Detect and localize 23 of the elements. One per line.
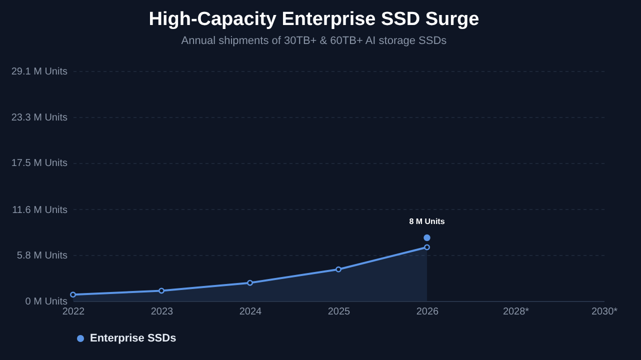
x-tick-label: 2022 bbox=[62, 306, 86, 318]
chart-title: High-Capacity Enterprise SSD Surge bbox=[148, 9, 480, 30]
legend-label: Enterprise SSDs bbox=[90, 332, 176, 344]
point bbox=[70, 292, 76, 298]
x-tick-label: 2024 bbox=[239, 306, 262, 318]
y-tick-label: 17.5 M Units bbox=[11, 158, 68, 170]
point bbox=[336, 266, 342, 272]
x-tick-label: 2026 bbox=[416, 306, 440, 318]
chart-subtitle: Annual shipments of 30TB+ & 60TB+ AI storage SSDs bbox=[181, 35, 448, 47]
y-tick-label: 23.3 M Units bbox=[11, 112, 68, 124]
y-tick-label: 11.6 M Units bbox=[12, 204, 68, 216]
y-tick-label: 0 M Units bbox=[25, 296, 68, 308]
point bbox=[158, 288, 164, 294]
x-tick-label: 2023 bbox=[150, 306, 174, 318]
y-tick-label: 5.8 M Units bbox=[16, 250, 68, 262]
point bbox=[424, 244, 430, 250]
x-tick-label: 2030* bbox=[591, 306, 618, 318]
point bbox=[247, 280, 253, 286]
x-tick-label: 2028* bbox=[502, 306, 530, 318]
x-tick-label: 2025 bbox=[328, 306, 351, 318]
y-tick-label: 29.1 M Units bbox=[11, 66, 68, 78]
point bbox=[424, 234, 430, 242]
annotation: 8 M Units bbox=[409, 216, 446, 226]
